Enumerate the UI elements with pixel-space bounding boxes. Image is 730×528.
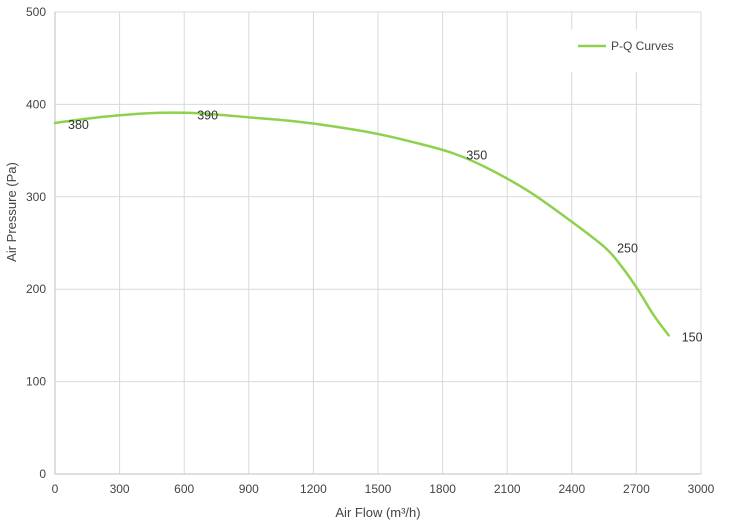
y-tick-label-100: 100: [26, 375, 46, 389]
data-label-350: 350: [466, 148, 487, 162]
x-tick-label-2100: 2100: [494, 482, 521, 496]
x-tick-label-300: 300: [110, 482, 130, 496]
x-tick-label-600: 600: [174, 482, 194, 496]
y-tick-label-200: 200: [26, 282, 46, 296]
x-tick-label-2700: 2700: [623, 482, 650, 496]
series-line-0: [53, 111, 670, 337]
series-layer: [53, 111, 670, 337]
grid-layer: [54, 11, 702, 475]
data-label-150: 150: [682, 330, 703, 344]
legend: P-Q Curves: [565, 30, 695, 72]
x-tick-label-3000: 3000: [688, 482, 715, 496]
x-tick-label-1200: 1200: [300, 482, 327, 496]
y-tick-label-0: 0: [39, 467, 46, 481]
legend-background: [565, 30, 695, 72]
y-tick-label-400: 400: [26, 97, 46, 111]
data-label-layer: 380 390 350 250 150: [68, 109, 703, 345]
y-axis-title: Air Pressure (Pa): [4, 162, 19, 262]
x-tick-label-2400: 2400: [558, 482, 585, 496]
data-label-380: 380: [68, 118, 89, 132]
x-tick-label-1500: 1500: [365, 482, 392, 496]
y-tick-label-300: 300: [26, 190, 46, 204]
axis-layer: 0 300 600 900 1200 1500 1800 2100 2400 2700 3000 0 1…: [26, 5, 715, 496]
y-tick-label-500: 500: [26, 5, 46, 19]
data-label-250: 250: [617, 242, 638, 256]
x-axis-title: Air Flow (m³/h): [335, 505, 420, 520]
x-tick-label-900: 900: [239, 482, 259, 496]
data-label-390: 390: [197, 109, 218, 123]
legend-label: P-Q Curves: [611, 39, 674, 53]
x-tick-label-1800: 1800: [429, 482, 456, 496]
x-tick-label-0: 0: [52, 482, 59, 496]
